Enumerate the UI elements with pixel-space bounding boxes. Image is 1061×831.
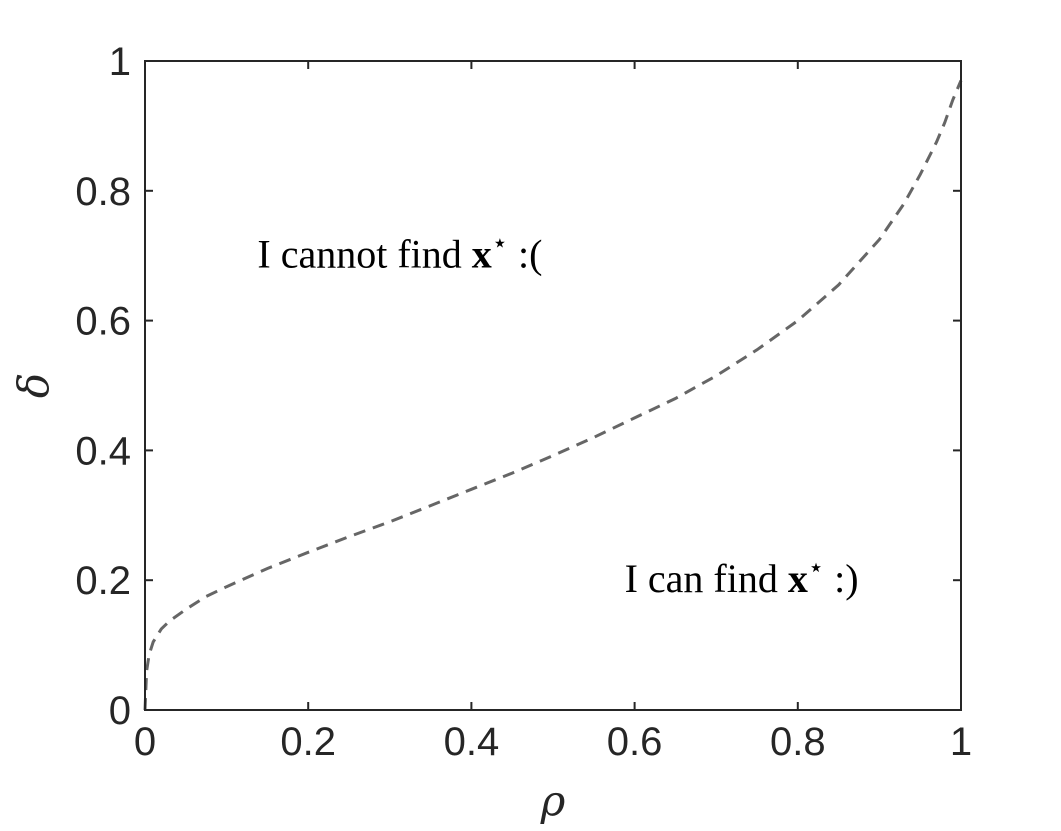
x-tick-label: 0.4	[444, 720, 500, 764]
annotation-cannot-find-symbol: x	[472, 232, 492, 277]
x-tick-label: 0.8	[770, 720, 826, 764]
y-axis-label: δ	[9, 373, 58, 398]
x-tick-label: 0.6	[607, 720, 663, 764]
phase-transition-curve	[143, 79, 963, 711]
annotation-cannot-find: I cannot find x⋆ :(	[257, 229, 542, 277]
x-tick-label: 1	[950, 720, 972, 764]
y-tick-label: 0.2	[75, 559, 131, 603]
annotation-can-find-symbol: x	[788, 556, 808, 601]
plot-box	[144, 60, 962, 711]
y-tick-label: 1	[109, 40, 131, 84]
annotation-cannot-find-suffix: :(	[508, 232, 542, 277]
annotation-can-find: I can find x⋆ :)	[625, 553, 859, 601]
y-tick-label: 0.4	[75, 429, 131, 473]
ticks-layer	[144, 60, 962, 711]
y-tick-label: 0	[109, 689, 131, 733]
annotation-can-find-prefix: I can find	[625, 556, 788, 601]
annotation-cannot-find-star: ⋆	[492, 229, 508, 258]
x-tick-label: 0.2	[280, 720, 336, 764]
x-tick-labels: 0 0.2 0.4 0.6 0.8 1	[134, 720, 972, 764]
y-tick-label: 0.8	[75, 170, 131, 214]
annotation-cannot-find-prefix: I cannot find	[257, 232, 471, 277]
x-axis-label: ρ	[540, 776, 566, 825]
x-tick-label: 0	[134, 720, 156, 764]
annotation-can-find-suffix: :)	[824, 556, 858, 601]
y-tick-labels: 0 0.2 0.4 0.6 0.8 1	[75, 40, 131, 733]
annotation-can-find-star: ⋆	[808, 553, 824, 582]
y-tick-label: 0.6	[75, 300, 131, 344]
